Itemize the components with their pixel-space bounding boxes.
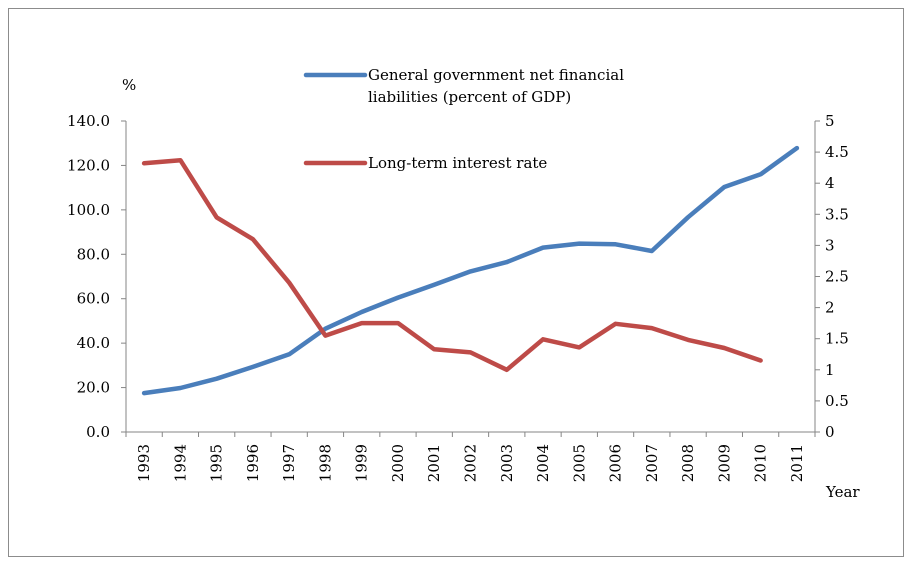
left-axis-ticks: 0.0 20.0 40.0 60.0 80.0 100.0 120.0 140.0 — [67, 112, 126, 441]
right-tick-label: 1 — [825, 361, 835, 379]
x-axis-label: Year — [825, 483, 860, 501]
data-point — [397, 322, 399, 324]
right-tick-label: 2 — [825, 299, 835, 317]
data-point — [143, 392, 145, 394]
left-tick-label: 120.0 — [67, 156, 110, 174]
data-point — [324, 328, 326, 330]
data-point — [216, 216, 218, 218]
data-point — [760, 360, 762, 361]
right-tick-label: 3 — [825, 236, 835, 254]
x-tick-label: 2004 — [534, 444, 552, 482]
right-tick-label: 4 — [825, 174, 835, 192]
x-tick-label: 2007 — [643, 444, 661, 482]
right-tick-label: 3.5 — [825, 205, 849, 223]
legend-label-2: Long-term interest rate — [368, 154, 547, 172]
x-tick-label: 2008 — [679, 444, 697, 482]
data-point — [143, 162, 145, 164]
x-tick-label: 1998 — [316, 444, 334, 482]
data-point — [615, 323, 617, 325]
chart-frame — [8, 8, 904, 557]
x-tick-label: 1995 — [208, 444, 226, 482]
data-point — [578, 243, 580, 245]
data-point — [542, 247, 544, 249]
right-tick-label: 1.5 — [825, 330, 849, 348]
data-point — [506, 261, 508, 263]
x-tick-label: 2006 — [607, 444, 625, 482]
data-point — [578, 346, 580, 348]
left-axis-unit: % — [122, 76, 136, 94]
left-tick-label: 80.0 — [77, 245, 110, 263]
data-point — [760, 173, 762, 175]
left-tick-label: 20.0 — [77, 379, 110, 397]
right-axis-ticks: 0 0.5 1 1.5 2 2.5 3 3.5 4 4.5 5 — [815, 112, 849, 441]
legend-label-1: liabilities (percent of GDP) — [368, 88, 571, 106]
data-point — [723, 347, 725, 349]
left-tick-label: 140.0 — [67, 112, 110, 130]
x-tick-label: 1994 — [171, 444, 189, 482]
legend-label-1: General government net financial — [368, 66, 624, 84]
data-point — [470, 351, 471, 353]
data-point — [651, 250, 653, 252]
left-tick-label: 0.0 — [86, 423, 110, 441]
data-point — [651, 327, 653, 329]
x-tick-label: 2001 — [425, 444, 443, 482]
left-tick-label: 40.0 — [77, 334, 110, 352]
data-point — [687, 216, 689, 218]
data-point — [324, 335, 326, 337]
left-tick-label: 60.0 — [77, 290, 110, 308]
x-tick-label: 2003 — [498, 444, 516, 482]
data-point — [796, 147, 798, 149]
x-tick-label: 2005 — [570, 444, 588, 482]
data-point — [433, 284, 435, 286]
data-point — [361, 322, 363, 324]
right-tick-label: 2.5 — [825, 268, 849, 286]
data-point — [216, 378, 218, 380]
right-tick-label: 5 — [825, 112, 835, 130]
data-point — [361, 311, 363, 313]
x-axis-ticks: 1993 1994 1995 1996 1997 1998 1999 2000 2001 2002… — [125, 432, 816, 482]
data-point — [506, 369, 508, 371]
left-tick-label: 100.0 — [67, 201, 110, 219]
data-point — [687, 339, 689, 341]
data-point — [433, 348, 435, 350]
x-tick-label: 2000 — [389, 444, 407, 482]
legend: General government net financial liabilit… — [303, 66, 624, 172]
data-point — [288, 282, 290, 284]
data-point — [470, 270, 471, 272]
data-point — [252, 238, 254, 240]
x-tick-label: 2011 — [788, 444, 806, 482]
data-point — [615, 243, 617, 245]
data-point — [542, 338, 544, 340]
x-tick-label: 1993 — [135, 444, 153, 482]
data-point — [288, 353, 290, 355]
right-tick-label: 0 — [825, 423, 835, 441]
x-tick-label: 1999 — [353, 444, 371, 482]
data-point — [397, 297, 399, 299]
x-tick-label: 2002 — [462, 444, 480, 482]
x-tick-label: 1996 — [244, 444, 262, 482]
series-line-2 — [141, 157, 763, 373]
data-point — [252, 366, 254, 368]
x-tick-label: 2010 — [752, 444, 770, 482]
data-point — [179, 387, 181, 389]
data-point — [723, 186, 725, 188]
right-tick-label: 0.5 — [825, 392, 849, 410]
x-tick-label: 1997 — [280, 444, 298, 482]
right-tick-label: 4.5 — [825, 143, 849, 161]
series-line-1 — [141, 145, 800, 396]
x-tick-label: 2009 — [715, 444, 733, 482]
data-point — [179, 159, 181, 161]
series-lines — [141, 145, 800, 396]
